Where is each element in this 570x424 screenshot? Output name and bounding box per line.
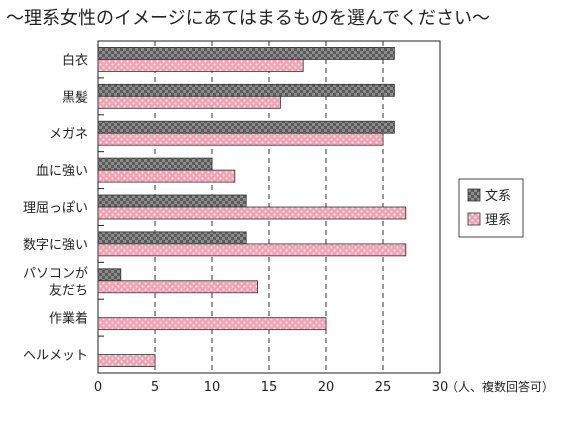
bar-rikei <box>97 354 156 367</box>
category-label: 作業着 <box>49 311 88 327</box>
legend-box <box>458 178 524 238</box>
category-label: ヘルメット <box>23 349 88 364</box>
unit-label: （人、複数回答可） <box>446 379 554 394</box>
chart-title: ～理系女性のイメージにあてはまるものを選んでください～ <box>6 8 490 29</box>
category-label: 黒髪 <box>62 90 88 105</box>
category-label: 理屈っぽい <box>23 201 88 216</box>
category-label: 白衣 <box>62 52 88 68</box>
category-label: 数字に強い <box>23 238 88 253</box>
x-tick-label: 30 <box>432 380 449 395</box>
x-tick-label: 25 <box>375 380 392 395</box>
x-tick-label: 0 <box>94 380 102 395</box>
bar-rikei <box>97 59 304 72</box>
bar-rikei <box>97 95 281 109</box>
bar-rikei <box>97 280 259 294</box>
x-tick-label: 15 <box>261 380 278 395</box>
x-tick-labels: 0 5 10 15 20 25 30 <box>94 380 448 395</box>
bar-rikei <box>97 317 327 331</box>
bar-bunkei <box>97 157 213 171</box>
category-label: パソコンが <box>23 266 88 281</box>
bar-rikei <box>97 243 407 257</box>
category-label: 血に強い <box>36 164 88 179</box>
legend: 文系 理系 <box>458 178 524 238</box>
bar-bunkei <box>97 120 395 134</box>
bar-bunkei <box>97 47 395 60</box>
bar-rikei <box>97 206 407 220</box>
x-tick-label: 20 <box>318 380 335 395</box>
x-tick-label: 5 <box>151 380 159 395</box>
bar-bunkei <box>97 83 395 97</box>
legend-swatch-rikei <box>467 212 481 226</box>
x-tick-label: 10 <box>204 380 221 395</box>
bar-bunkei <box>97 194 247 208</box>
legend-swatch-bunkei <box>467 188 481 202</box>
bar-bunkei <box>97 231 247 245</box>
bar-rikei <box>97 132 384 146</box>
bar-bunkei <box>97 268 122 282</box>
category-label: メガネ <box>49 127 88 142</box>
bars <box>97 47 407 367</box>
legend-label-rikei: 理系 <box>485 213 511 228</box>
category-label: 友だち <box>49 282 88 298</box>
legend-label-bunkei: 文系 <box>485 189 511 204</box>
bar-rikei <box>97 169 236 183</box>
